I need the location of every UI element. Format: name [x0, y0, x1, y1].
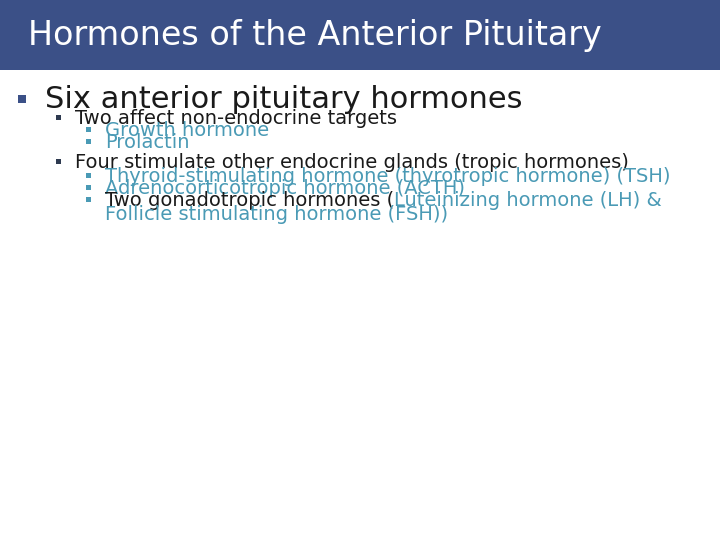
Text: Six anterior pituitary hormones: Six anterior pituitary hormones	[45, 85, 523, 114]
Bar	[18, 95, 26, 103]
Text: Prolactin: Prolactin	[105, 132, 189, 152]
Bar	[86, 126, 91, 132]
Bar	[55, 114, 60, 119]
Text: Adrenocorticotropic hormone (ACTH): Adrenocorticotropic hormone (ACTH)	[105, 179, 465, 198]
Bar	[86, 172, 91, 178]
Bar	[86, 197, 91, 201]
Bar	[86, 185, 91, 190]
Text: Luteinizing hormone (LH) &: Luteinizing hormone (LH) &	[394, 191, 662, 210]
Text: Growth hormone: Growth hormone	[105, 120, 269, 139]
Text: Thyroid-stimulating hormone (thyrotropic hormone) (TSH): Thyroid-stimulating hormone (thyrotropic…	[105, 166, 670, 186]
Bar	[0, 0, 720, 70]
Text: Four stimulate other endocrine glands (tropic hormones): Four stimulate other endocrine glands (t…	[75, 152, 629, 172]
Text: Two gonadotropic hormones (: Two gonadotropic hormones (	[105, 191, 394, 210]
Text: Two affect non-endocrine targets: Two affect non-endocrine targets	[75, 109, 397, 127]
Bar	[86, 138, 91, 144]
Bar	[55, 159, 60, 164]
Text: Hormones of the Anterior Pituitary: Hormones of the Anterior Pituitary	[28, 18, 602, 51]
Text: Follicle stimulating hormone (FSH)): Follicle stimulating hormone (FSH))	[105, 205, 448, 224]
